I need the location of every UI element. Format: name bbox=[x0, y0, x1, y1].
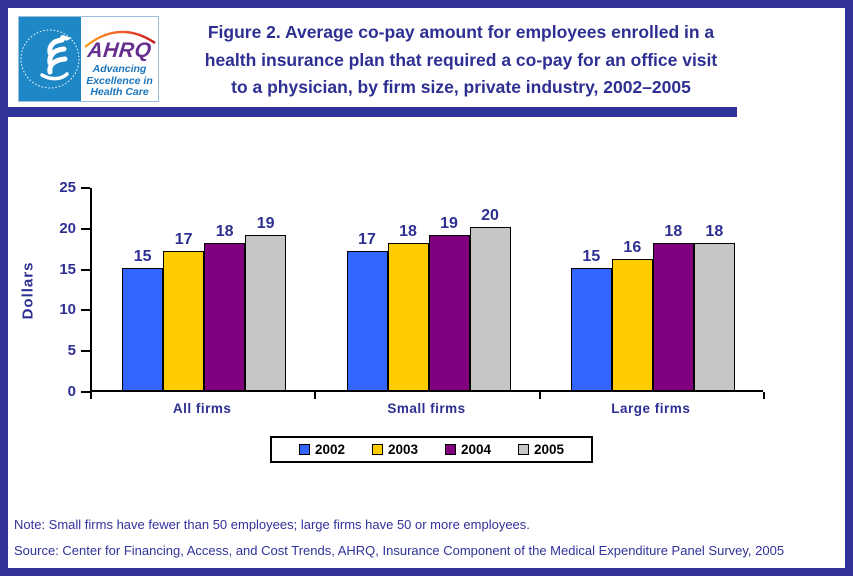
legend-item-2002: 2002 bbox=[298, 442, 345, 457]
y-axis-tick bbox=[81, 187, 90, 189]
hhs-eagle-icon bbox=[20, 29, 80, 89]
legend-item-2004: 2004 bbox=[444, 442, 491, 457]
frame-border-right bbox=[845, 0, 853, 576]
figure-title-line: to a physician, by firm size, private in… bbox=[231, 77, 691, 97]
category-label-all-firms: All firms bbox=[172, 401, 232, 416]
category-label-large-firms: Large firms bbox=[611, 401, 691, 416]
bar-2004-large-firms bbox=[652, 243, 694, 390]
y-axis-tick bbox=[81, 227, 90, 230]
bar-2004-all-firms bbox=[204, 243, 246, 390]
legend-label-2004: 2004 bbox=[460, 442, 491, 457]
frame-border-bottom bbox=[0, 568, 853, 576]
legend-swatch-2004 bbox=[444, 444, 456, 455]
ahrq-wordmark: AHRQ bbox=[86, 39, 153, 62]
bar-2004-small-firms bbox=[428, 234, 470, 390]
legend-label-2002: 2002 bbox=[314, 442, 345, 457]
bar-value-label: 18 bbox=[399, 223, 417, 241]
hhs-logo-panel bbox=[19, 17, 81, 101]
legend-swatch-2003 bbox=[371, 444, 383, 455]
note-text: Note: Small firms have fewer than 50 emp… bbox=[14, 517, 530, 532]
y-axis-tick-label: 5 bbox=[67, 342, 76, 360]
ahrq-arc-icon bbox=[84, 30, 156, 48]
category-label-small-firms: Small firms bbox=[387, 401, 466, 416]
bar-value-label: 18 bbox=[705, 223, 724, 241]
y-axis-tick bbox=[81, 350, 90, 353]
bar-value-label: 19 bbox=[440, 214, 458, 232]
ahrq-tagline: Advancing Excellence in Health Care bbox=[81, 63, 158, 99]
legend-item-2005: 2005 bbox=[517, 442, 564, 457]
frame-border-left bbox=[0, 0, 8, 576]
agency-logo: AHRQ Advancing Excellence in Health Care bbox=[18, 16, 159, 102]
y-axis-title: Dollars bbox=[19, 261, 37, 319]
bar-2002-small-firms bbox=[346, 251, 388, 390]
figure-title-line: health insurance plan that required a co… bbox=[204, 49, 718, 70]
y-axis-tick-label: 25 bbox=[59, 179, 76, 196]
bar-value-label: 15 bbox=[582, 247, 601, 265]
title-divider bbox=[8, 107, 737, 117]
x-axis-tick bbox=[314, 392, 316, 399]
bar-value-label: 19 bbox=[256, 214, 275, 232]
legend-item-2003: 2003 bbox=[371, 442, 418, 457]
bar-2005-small-firms bbox=[469, 226, 511, 390]
x-axis-tick bbox=[539, 392, 541, 399]
bar-value-label: 20 bbox=[481, 206, 499, 224]
bar-2002-all-firms bbox=[122, 267, 164, 390]
y-axis-tick-label: 10 bbox=[59, 301, 76, 319]
bar-2005-large-firms bbox=[693, 243, 735, 390]
ahrq-tagline-line: Health Care bbox=[90, 86, 149, 98]
figure-title: Figure 2. Average co-pay amount for empl… bbox=[166, 19, 756, 102]
legend-swatch-2005 bbox=[517, 444, 529, 455]
ahrq-logo-panel: AHRQ Advancing Excellence in Health Care bbox=[81, 17, 158, 101]
legend: 2002 2003 2004 2005 bbox=[270, 436, 593, 463]
bar-2003-all-firms bbox=[163, 251, 205, 390]
y-axis-tick-label: 20 bbox=[59, 219, 76, 237]
ahrq-tagline-line: Advancing bbox=[92, 63, 147, 75]
y-axis-tick bbox=[81, 309, 90, 312]
bar-value-label: 18 bbox=[664, 223, 683, 241]
legend-label-2003: 2003 bbox=[387, 442, 418, 457]
bar-2005-all-firms bbox=[245, 234, 287, 390]
legend-swatch-2002 bbox=[298, 444, 310, 455]
bar-value-label: 16 bbox=[623, 239, 642, 257]
bar-2002-large-firms bbox=[570, 267, 612, 390]
bar-2003-large-firms bbox=[611, 259, 653, 390]
frame-border-top bbox=[0, 0, 853, 8]
x-axis-tick bbox=[90, 392, 92, 399]
bar-value-label: 17 bbox=[174, 231, 193, 249]
bar-value-label: 18 bbox=[215, 223, 234, 241]
ahrq-tagline-line: Excellence in bbox=[86, 74, 153, 87]
bar-value-label: 17 bbox=[358, 231, 376, 249]
bar-2003-small-firms bbox=[387, 243, 429, 390]
figure-title-line: Figure 2. Average co-pay amount for empl… bbox=[207, 22, 715, 42]
bar-chart-plot-area: 0 5 10 15 20 25 15 17 18 19 17 18 19 20 15 16 18 18 bbox=[59, 179, 765, 400]
y-axis-tick bbox=[81, 268, 90, 271]
y-axis-tick-label: 15 bbox=[59, 260, 76, 278]
bar-value-label: 15 bbox=[133, 247, 152, 265]
legend-label-2005: 2005 bbox=[533, 442, 564, 457]
x-axis-tick bbox=[763, 392, 765, 399]
source-text: Source: Center for Financing, Access, an… bbox=[14, 543, 785, 558]
y-axis-tick bbox=[81, 391, 90, 393]
y-axis-tick-label: 0 bbox=[67, 383, 76, 400]
